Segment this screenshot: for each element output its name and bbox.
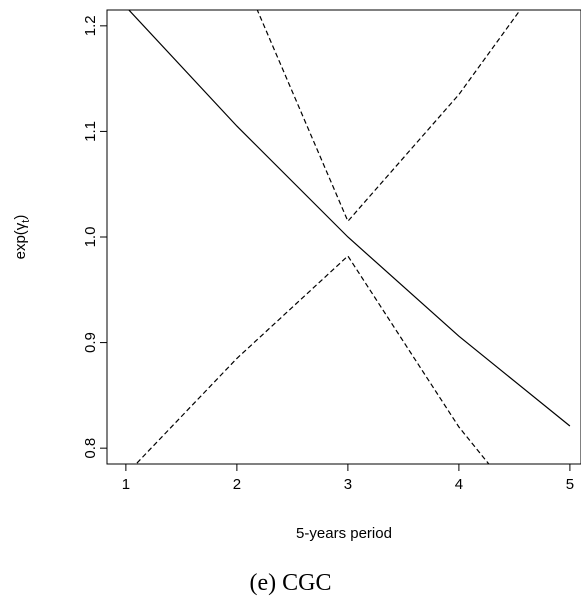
plot-frame	[106, 9, 581, 465]
y-tick-label: 1.0	[82, 227, 99, 248]
y-tick-label: 1.2	[82, 15, 99, 36]
x-tick-label: 4	[455, 476, 463, 493]
x-tick-label: 2	[233, 476, 241, 493]
y-tick-label: 0.9	[82, 332, 99, 353]
y-tick-label: 0.8	[82, 438, 99, 459]
x-tick-label: 3	[344, 476, 352, 493]
y-axis-label: exp(γt)	[12, 215, 32, 260]
series-line-solid	[128, 10, 571, 427]
figure-caption: (e) CGC	[249, 570, 332, 596]
series-line-dashed-1	[135, 255, 490, 464]
y-tick-label: 1.1	[82, 121, 99, 142]
x-axis-label: 5-years period	[296, 525, 392, 542]
line-chart: 1 2 3 4 5 0.8 0.9 1.0 1.1 1.2 5-years period exp(…	[12, 9, 581, 542]
x-tick-label: 1	[122, 476, 130, 493]
x-tick-label: 5	[566, 476, 574, 493]
series-line-dashed-2	[256, 10, 521, 223]
